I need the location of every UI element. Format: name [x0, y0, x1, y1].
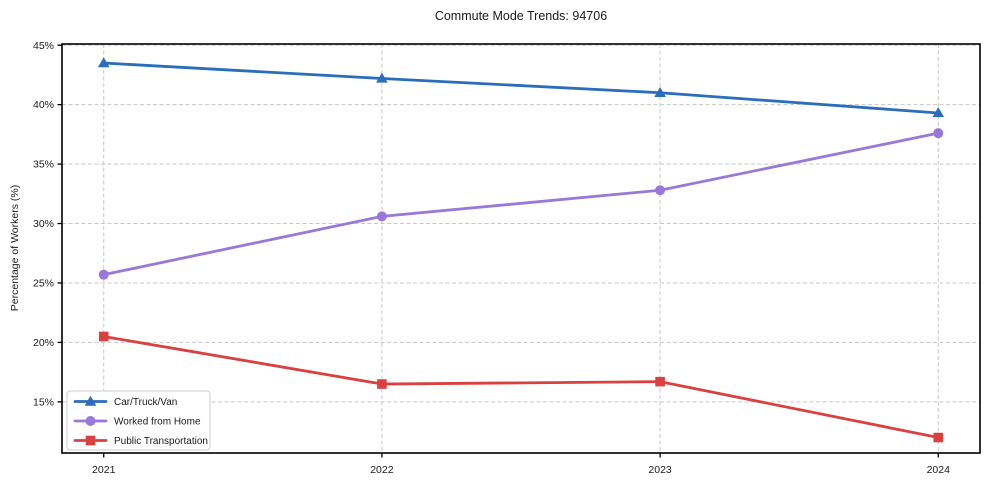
data-point-marker [377, 379, 387, 389]
data-point-marker [655, 185, 666, 196]
legend-item: Public Transportation [73, 435, 208, 447]
y-tick-label: 25% [33, 278, 54, 290]
legend: Car/Truck/Van Worked from Home Public Tran… [66, 390, 211, 451]
series-public-transportation [98, 331, 944, 443]
y-tick-label: 30% [33, 218, 54, 230]
y-tick-label: 20% [33, 337, 54, 349]
data-point-marker [655, 376, 665, 387]
plot-frame [61, 43, 981, 454]
legend-marker [84, 395, 97, 406]
data-point-marker [932, 107, 945, 118]
y-tick-label: 40% [33, 99, 54, 111]
legend-marker [85, 435, 96, 446]
legend-label: Worked from Home [114, 417, 201, 428]
legend-box [66, 390, 211, 451]
x-tick-label: 2024 [927, 464, 951, 476]
x-tick-label: 2021 [92, 464, 116, 476]
legend-item: Car/Truck/Van [73, 395, 177, 408]
series-car-truck-van [97, 57, 945, 118]
series-line [102, 61, 940, 115]
series-worked-from-home [98, 128, 944, 280]
data-point-marker [933, 128, 944, 139]
data-point-marker [376, 211, 387, 222]
y-tick-label: 45% [33, 40, 54, 52]
data-point-marker [654, 86, 666, 97]
x-tick-label: 2022 [370, 464, 394, 476]
data-point-marker [933, 432, 944, 443]
chart-title: Commute Mode Trends: 94706 [434, 9, 608, 23]
legend-label: Car/Truck/Van [114, 397, 177, 408]
legend-item: Worked from Home [73, 416, 201, 428]
legend-label: Public Transportation [114, 436, 208, 447]
data-point-marker [97, 57, 110, 68]
data-point-marker [98, 269, 109, 280]
y-tick-label: 15% [33, 396, 54, 408]
legend-marker [85, 416, 96, 426]
x-tick-label: 2023 [648, 464, 672, 476]
series-line [102, 131, 940, 277]
series-line [102, 335, 940, 439]
data-point-marker [98, 331, 109, 342]
data-point-marker [376, 72, 388, 83]
y-tick-label: 35% [33, 159, 54, 171]
